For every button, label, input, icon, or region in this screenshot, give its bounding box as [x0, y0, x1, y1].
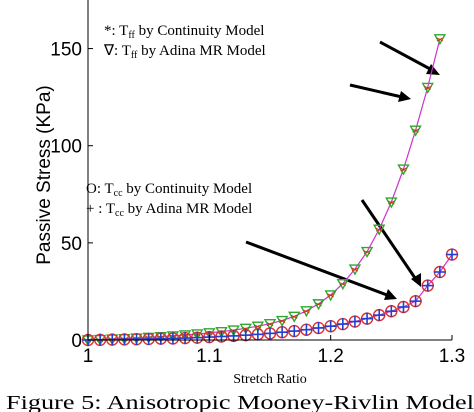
series-1-point — [142, 332, 155, 346]
legend-subscript: ff — [131, 50, 138, 61]
legend-text: by Adina MR Model — [124, 201, 252, 217]
y-tick-label: 50 — [61, 234, 82, 255]
plot-area — [81, 34, 459, 347]
arrow-tcc-adina — [360, 199, 417, 279]
legend-subscript: ff — [128, 30, 135, 41]
axes: 0 50 100 150 1 1.1 1.2 1.3 — [50, 0, 465, 367]
legend-subscript: cc — [115, 208, 124, 219]
y-tick-label: 150 — [50, 40, 82, 61]
series-0-point — [421, 82, 434, 94]
series-1-point — [312, 321, 325, 335]
series-1-point — [239, 328, 252, 342]
y-tick-label: 0 — [71, 331, 82, 352]
figure-caption: Figure 5: Anisotropic Mooney-Rivlin Mode… — [6, 392, 474, 412]
legend-text: by Continuity Model — [135, 23, 265, 39]
arrow-head-tcc-continuity — [384, 289, 397, 300]
series-1-point — [178, 331, 192, 345]
series-0-point — [288, 311, 301, 323]
arrow-tff-adina — [379, 40, 433, 72]
series-0-point — [373, 224, 386, 236]
legend-entry: *: Tff by Continuity Model — [104, 23, 264, 41]
series-1-point — [348, 315, 362, 328]
y-axis-label: Passive Stress (KPa) — [34, 85, 55, 265]
x-tick-label: 1 — [83, 346, 94, 367]
series-1-point — [385, 305, 398, 318]
series-1-point — [166, 332, 180, 345]
arrow-head-tff-continuity — [398, 91, 411, 102]
series-1-point — [421, 279, 434, 292]
legend-text: by Continuity Model — [123, 181, 253, 197]
series-0-point — [409, 125, 422, 137]
series-0-point — [348, 264, 362, 276]
series-1-point — [190, 331, 204, 344]
y-tick-label: 100 — [50, 137, 82, 158]
arrow-tcc-continuity — [245, 240, 388, 297]
arrow-tff-continuity — [349, 83, 403, 99]
series-0-point — [275, 315, 289, 328]
legend-marker: ∇: — [103, 43, 122, 59]
series-1-line — [87, 254, 453, 341]
legend-marker: O: — [86, 181, 104, 197]
series-0-point — [397, 164, 410, 176]
legend-symbol: T — [122, 43, 131, 59]
legend-symbol: T — [104, 181, 113, 197]
x-tick-label: 1.2 — [317, 346, 343, 367]
series-1-point — [409, 294, 422, 308]
series-1-point — [251, 328, 265, 341]
series-1-point — [373, 308, 386, 322]
series-1-point — [360, 312, 374, 325]
series-0-point — [324, 290, 337, 302]
series-1-point — [215, 330, 228, 343]
x-tick-label: 1.3 — [439, 346, 465, 367]
series-0-point — [336, 278, 349, 291]
legend-symbol: T — [106, 201, 115, 217]
series-1-point — [263, 327, 277, 340]
series-1-point — [336, 317, 349, 331]
series-0-point — [360, 246, 374, 259]
series-1-point — [154, 332, 168, 345]
series-0-point — [300, 306, 313, 318]
legend-marker: *: — [104, 23, 119, 39]
series-1-point — [300, 323, 313, 336]
series-0-point — [263, 318, 277, 331]
series-1-point — [275, 326, 289, 339]
series-1-point — [288, 324, 301, 338]
series-1-point — [445, 248, 459, 261]
arrow-head-tff-adina — [426, 64, 440, 75]
legend-marker: + : — [86, 201, 106, 217]
series-0-point — [312, 299, 325, 311]
x-tick-label: 1.1 — [196, 346, 222, 367]
series-1-point — [324, 320, 337, 333]
series-1-point — [118, 333, 131, 346]
series-1-point — [130, 333, 143, 346]
series-0-point — [251, 321, 265, 333]
arrow-head-tcc-adina — [411, 273, 421, 287]
legend-text: by Adina MR Model — [137, 43, 265, 59]
series-1-point — [397, 300, 410, 314]
legend: *: Tff by Continuity Model ∇: Tff by Adin… — [86, 23, 266, 219]
legend-entry: ∇: Tff by Adina MR Model — [103, 43, 266, 61]
legend-symbol: T — [119, 23, 128, 39]
x-axis-label: Stretch Ratio — [233, 372, 307, 387]
annotation-arrows — [245, 40, 440, 300]
series-1-point — [433, 265, 447, 279]
legend-subscript: cc — [114, 188, 123, 199]
legend-entry: O: Tcc by Continuity Model — [86, 181, 252, 199]
legend-entry: + : Tcc by Adina MR Model — [86, 201, 252, 219]
series-0-point — [433, 34, 447, 46]
series-0-point — [385, 197, 398, 209]
